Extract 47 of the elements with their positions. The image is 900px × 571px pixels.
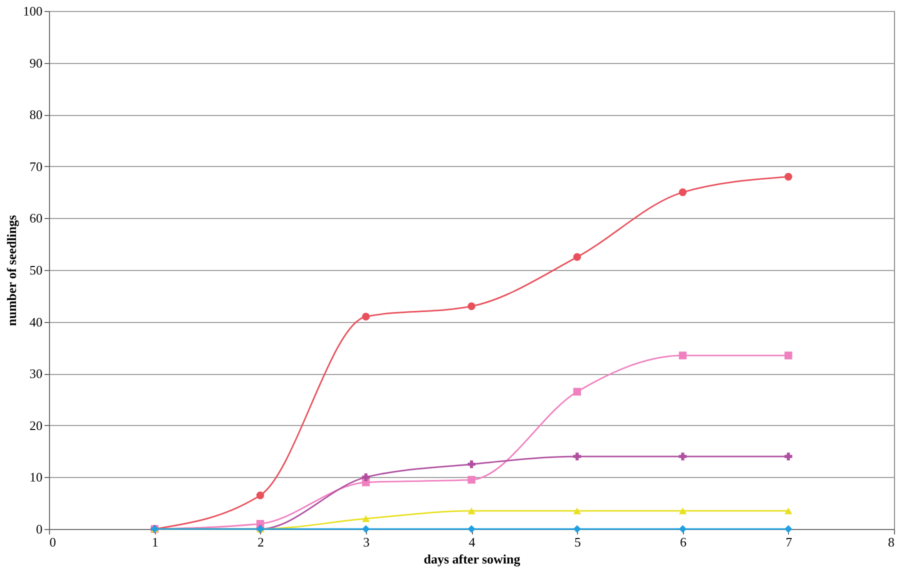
point [573,508,581,514]
x-tick-label: 3 [363,534,370,550]
point [362,515,370,522]
point [468,476,476,484]
point [678,188,687,196]
y-tick-label: 10 [30,470,42,485]
x-tick-label: 6 [680,534,687,550]
y-tick-label: 50 [30,262,42,278]
x-tick-label: 2 [258,534,264,550]
point [573,525,581,533]
x-tick-label: 0 [50,534,56,550]
point [468,508,476,514]
y-tick-label: 20 [30,418,42,433]
point [573,253,581,261]
y-tick-label: 70 [30,158,42,174]
point [678,508,687,514]
point [362,525,370,533]
point [362,473,370,482]
y-tick-label: 0 [36,522,42,536]
y-tick-label: 60 [30,210,42,226]
point [784,352,792,360]
y-axis-title: number of seedlings [4,215,19,326]
x-tick-label: 1 [152,534,158,550]
point [468,302,476,310]
point [784,525,792,533]
x-tick-label: 5 [574,534,581,550]
y-tick-label: 80 [30,107,42,122]
point [573,452,581,460]
point [362,312,370,320]
point [468,460,476,468]
x-tick-label: 7 [786,534,793,550]
point [256,491,264,500]
point [678,525,687,533]
x-tick-label: 8 [888,534,894,550]
y-tick-label: 90 [30,55,42,70]
y-tick-label: 40 [30,314,42,330]
x-tick-label: 4 [468,534,476,550]
y-tick-label: 100 [23,4,42,18]
point [573,388,581,396]
y-tick-label: 30 [30,366,42,382]
point [784,172,792,181]
point [678,352,687,360]
x-axis-title: days after sowing [424,552,521,566]
point [678,452,687,460]
point [784,508,792,514]
point [784,452,792,460]
point [468,525,476,533]
